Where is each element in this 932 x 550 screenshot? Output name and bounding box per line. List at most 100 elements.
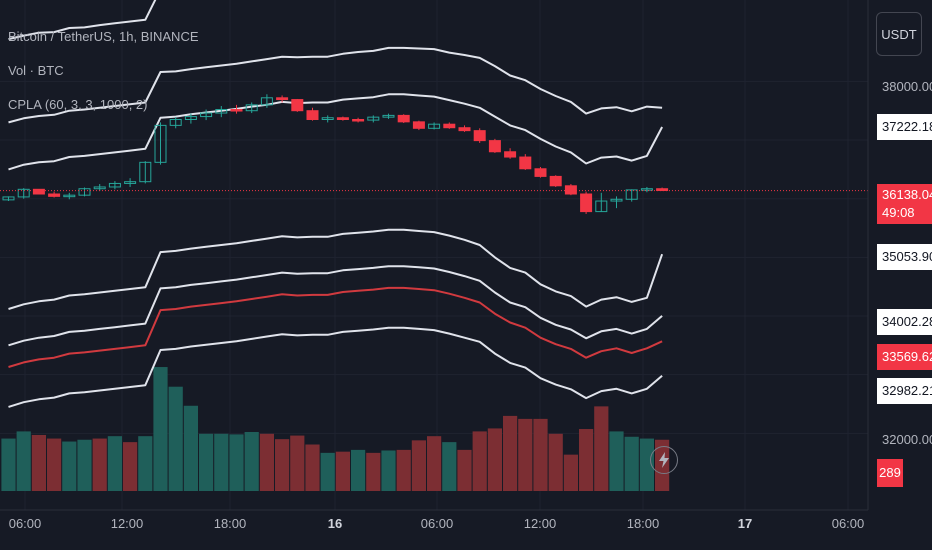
volume-bar — [533, 418, 548, 491]
candle-body — [260, 97, 273, 106]
candle-body — [2, 196, 15, 201]
time-axis-tick: 18:00 — [214, 516, 247, 531]
volume-bar — [594, 406, 609, 491]
band-line-white — [8, 93, 663, 171]
candle-body — [17, 188, 30, 198]
band-mid-upper-label: 35053.90 — [877, 244, 932, 270]
candle-body — [276, 97, 289, 101]
candle-body — [200, 112, 213, 118]
candle-body — [245, 104, 258, 112]
price-axis-label-bottom: 32000.00 — [882, 432, 932, 447]
band-line-white — [8, 265, 663, 347]
candle-body — [367, 116, 380, 121]
volume-bar — [47, 438, 62, 491]
lightning-button[interactable] — [650, 446, 678, 474]
chart-grid — [0, 0, 868, 510]
indicator-legend[interactable]: CPLA (60, 3, 3, 1000, 2) — [8, 97, 148, 112]
candle-body — [291, 99, 304, 112]
candle-body — [184, 116, 197, 121]
volume-bar — [411, 440, 426, 491]
cpla-bands — [8, 0, 664, 408]
volume-bar — [366, 452, 381, 491]
candle-body — [93, 186, 106, 190]
time-axis-tick: 06:00 — [421, 516, 454, 531]
volume-legend[interactable]: Vol · BTC — [8, 63, 64, 78]
band-upper-label: 37222.18 — [877, 114, 932, 140]
candle-body — [32, 188, 45, 195]
time-axis: 06:00 12:00 18:00 16 06:00 12:00 18:00 17 06:00 — [9, 516, 865, 531]
candle-body — [625, 189, 638, 200]
volume-bar — [335, 451, 350, 491]
candle-body — [640, 188, 653, 191]
volume-bar — [290, 435, 305, 491]
volume-bar — [259, 433, 274, 491]
volume-bars — [1, 367, 670, 491]
price-axis-label-top: 38000.00 — [882, 79, 932, 94]
volume-bar — [153, 367, 168, 491]
candle-body — [564, 185, 577, 195]
band-red-label: 33569.62 — [877, 344, 932, 370]
volume-bar — [351, 449, 366, 491]
volume-bar — [199, 433, 214, 491]
candle-body — [534, 168, 547, 177]
band-line-white — [8, 326, 663, 408]
candle-body — [154, 124, 167, 163]
candle-body — [108, 182, 121, 188]
band-line-white — [8, 228, 664, 310]
candle-body — [519, 156, 532, 170]
candle-body — [610, 198, 623, 202]
time-axis-tick: 17 — [738, 516, 752, 531]
volume-bar — [168, 386, 183, 491]
candle-body — [443, 123, 456, 129]
candle-body — [382, 114, 395, 118]
time-axis-tick: 06:00 — [832, 516, 865, 531]
candle-body — [336, 117, 349, 121]
bar-countdown: 49:08 — [882, 205, 915, 220]
candle-body — [428, 123, 441, 129]
candle-body — [488, 140, 501, 153]
volume-bar — [77, 439, 92, 491]
band-line-white — [8, 0, 157, 41]
candle-body — [139, 161, 152, 183]
symbol-legend[interactable]: Bitcoin / TetherUS, 1h, BINANCE — [8, 29, 199, 44]
volume-bar — [275, 439, 290, 491]
current-price-label: 36138.04 49:08 — [877, 184, 932, 224]
candle-body — [124, 181, 137, 184]
band-lower-label: 32982.21 — [877, 378, 932, 404]
volume-bar — [123, 442, 138, 491]
volume-bar — [229, 434, 244, 491]
band-mid-lower-label: 34002.28 — [877, 309, 932, 335]
current-price-value: 36138.04 — [882, 187, 932, 202]
volume-bar — [503, 415, 518, 491]
time-axis-tick: 12:00 — [524, 516, 557, 531]
volume-bar — [548, 433, 563, 491]
volume-bar — [16, 431, 31, 491]
volume-value-label: 289 — [877, 459, 903, 487]
candle-body — [230, 109, 243, 112]
candle-body — [352, 119, 365, 122]
volume-bar — [62, 441, 77, 491]
volume-bar — [624, 436, 639, 491]
time-axis-tick: 06:00 — [9, 516, 42, 531]
lightning-icon — [659, 452, 669, 468]
volume-bar — [381, 450, 396, 491]
band-line-white — [8, 46, 663, 124]
volume-bar — [518, 418, 533, 491]
candle-body — [504, 151, 517, 158]
volume-bar — [472, 431, 487, 491]
candle-body — [48, 193, 61, 197]
volume-bar — [457, 449, 472, 491]
candle-body — [397, 114, 410, 123]
candle-body — [321, 117, 334, 121]
volume-bar — [609, 431, 624, 491]
candle-body — [63, 194, 76, 198]
currency-button[interactable]: USDT — [876, 12, 922, 56]
candles — [2, 94, 669, 214]
candle-body — [215, 109, 228, 114]
volume-bar — [579, 429, 594, 491]
time-axis-tick: 16 — [328, 516, 342, 531]
volume-bar — [244, 431, 259, 491]
time-axis-tick: 12:00 — [111, 516, 144, 531]
candle-body — [595, 200, 608, 213]
